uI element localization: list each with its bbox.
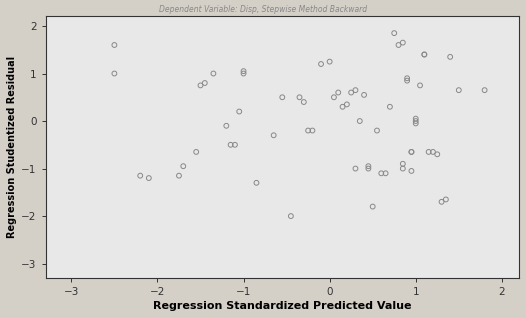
Point — [399, 161, 407, 166]
Point — [390, 31, 398, 36]
Point — [200, 80, 209, 86]
Point — [110, 43, 118, 48]
Point — [403, 76, 411, 81]
Point — [239, 69, 248, 74]
Point — [454, 87, 463, 93]
Point — [364, 164, 372, 169]
Point — [269, 133, 278, 138]
Y-axis label: Regression Studentized Residual: Regression Studentized Residual — [7, 56, 17, 238]
Point — [399, 166, 407, 171]
Point — [226, 142, 235, 147]
Point — [356, 119, 364, 124]
Point — [351, 166, 360, 171]
Point — [360, 92, 368, 97]
Point — [222, 123, 230, 128]
Point — [295, 95, 304, 100]
Point — [407, 169, 416, 174]
Point — [424, 149, 433, 155]
Point — [437, 199, 446, 204]
Point — [364, 166, 372, 171]
Point — [239, 71, 248, 76]
Point — [399, 40, 407, 45]
Point — [136, 173, 145, 178]
Point — [420, 52, 429, 57]
Point — [209, 71, 218, 76]
Point — [433, 152, 441, 157]
Point — [308, 128, 317, 133]
Point — [420, 52, 429, 57]
Point — [351, 87, 360, 93]
Point — [179, 164, 187, 169]
Point — [403, 78, 411, 83]
Point — [110, 71, 118, 76]
Point — [334, 90, 342, 95]
Point — [175, 173, 183, 178]
Point — [416, 83, 424, 88]
Point — [145, 176, 153, 181]
Point — [300, 100, 308, 105]
Point — [480, 87, 489, 93]
X-axis label: Regression Standardized Predicted Value: Regression Standardized Predicted Value — [153, 301, 411, 311]
Point — [411, 121, 420, 126]
Point — [407, 149, 416, 155]
Point — [442, 197, 450, 202]
Point — [381, 171, 390, 176]
Point — [429, 149, 437, 155]
Point — [330, 95, 338, 100]
Point — [411, 119, 420, 124]
Point — [369, 204, 377, 209]
Point — [192, 149, 200, 155]
Point — [317, 61, 325, 66]
Point — [446, 54, 454, 59]
Point — [377, 171, 386, 176]
Point — [342, 102, 351, 107]
Point — [287, 214, 295, 219]
Point — [231, 142, 239, 147]
Point — [411, 116, 420, 121]
Point — [235, 109, 244, 114]
Point — [347, 90, 356, 95]
Point — [386, 104, 394, 109]
Point — [252, 180, 261, 185]
Point — [304, 128, 312, 133]
Point — [373, 128, 381, 133]
Point — [407, 149, 416, 155]
Point — [326, 59, 334, 64]
Point — [278, 95, 287, 100]
Point — [196, 83, 205, 88]
Point — [394, 43, 403, 48]
Text: Dependent Variable: Disp, Stepwise Method Backward: Dependent Variable: Disp, Stepwise Metho… — [159, 5, 367, 14]
Point — [338, 104, 347, 109]
